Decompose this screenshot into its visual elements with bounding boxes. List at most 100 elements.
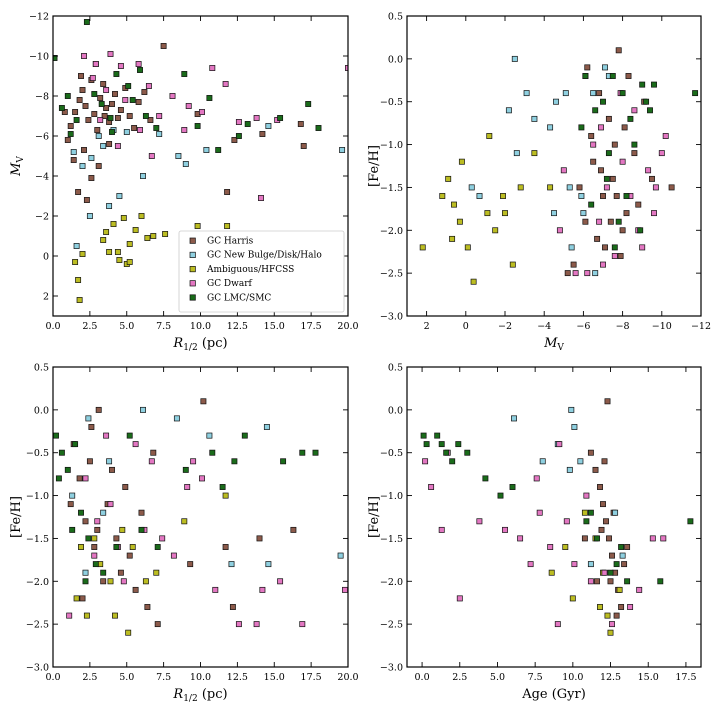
legend-box <box>178 230 345 313</box>
data-point <box>100 143 107 149</box>
data-point <box>88 175 95 181</box>
data-point <box>142 578 149 585</box>
data-point <box>81 53 87 59</box>
y-tick-label: −3.0 <box>380 312 403 323</box>
data-point <box>75 277 82 283</box>
data-point <box>536 509 543 516</box>
data-point <box>611 253 618 259</box>
data-point <box>531 150 538 157</box>
data-point <box>170 552 177 559</box>
data-point <box>103 105 110 111</box>
data-point <box>64 466 71 473</box>
data-point <box>547 184 554 191</box>
data-point <box>181 127 188 133</box>
data-point <box>583 492 590 499</box>
data-point <box>150 449 157 456</box>
data-point <box>439 193 446 199</box>
y-tick-label: 0.0 <box>34 405 49 416</box>
x-tick-label: 2.5 <box>452 672 467 683</box>
data-point <box>277 115 284 121</box>
x-tick-label: 15.0 <box>638 672 659 683</box>
data-point <box>464 449 471 456</box>
legend-marker <box>189 294 196 301</box>
data-point <box>609 621 615 628</box>
data-point <box>668 184 675 191</box>
data-point <box>203 147 210 153</box>
data-point <box>624 544 631 550</box>
x-tick-label: −10 <box>652 321 672 332</box>
data-point <box>423 441 430 448</box>
data-point <box>116 193 123 199</box>
data-point <box>443 449 450 456</box>
data-point <box>597 604 603 610</box>
data-point <box>509 484 516 490</box>
data-point <box>53 55 58 61</box>
data-point <box>601 569 608 576</box>
data-point <box>117 63 124 69</box>
data-point <box>256 535 263 542</box>
data-point <box>222 544 229 550</box>
data-point <box>613 193 620 199</box>
data-point <box>588 133 595 139</box>
data-point <box>138 526 145 533</box>
data-point <box>569 595 576 602</box>
data-point <box>305 101 312 107</box>
data-point <box>597 484 603 490</box>
y-tick-label: 0.5 <box>388 363 403 374</box>
y-tick-label: −8 <box>35 92 49 103</box>
data-point <box>598 124 604 131</box>
data-point <box>652 184 659 191</box>
data-point <box>611 141 618 148</box>
data-point <box>568 406 575 413</box>
legend-label: Ambiguous/HFCSS <box>206 265 294 275</box>
data-point <box>212 586 219 593</box>
data-point <box>162 231 169 237</box>
data-point <box>94 526 101 533</box>
data-point <box>140 406 146 413</box>
panel-bottom-right: 0.0 2.5 5.0 7.5 10.0 12.5 15.0 17.5 −3.0 −2.5 −2.0… <box>367 363 702 702</box>
data-point <box>219 484 226 490</box>
x-tick-label: 10.0 <box>190 672 211 683</box>
data-point <box>476 193 483 199</box>
data-point <box>590 141 597 148</box>
data-point <box>517 535 524 542</box>
data-point <box>265 123 272 129</box>
data-point <box>138 213 145 219</box>
data-point <box>456 218 463 225</box>
data-point <box>175 153 182 159</box>
legend-label: GC New Bulge/Disk/Halo <box>207 251 322 261</box>
y-tick-label: −2.0 <box>26 577 49 588</box>
data-point <box>131 125 138 131</box>
data-point <box>199 475 205 482</box>
data-point <box>100 81 107 87</box>
data-point <box>58 449 65 456</box>
data-point <box>103 432 110 439</box>
data-point <box>607 218 614 225</box>
data-point <box>182 466 189 473</box>
data-point <box>126 259 133 265</box>
data-point <box>616 586 623 593</box>
data-point <box>606 535 612 542</box>
data-point <box>476 518 483 525</box>
data-point <box>596 218 603 225</box>
data-point <box>619 158 626 165</box>
x-tick-label: 5.0 <box>119 321 134 332</box>
data-point <box>497 492 504 499</box>
x-tick-label: 5.0 <box>490 672 505 683</box>
x-axis-label: R1/2 (pc) <box>172 687 227 704</box>
data-point <box>106 458 113 465</box>
data-point <box>564 270 571 277</box>
axes-frame <box>406 366 702 668</box>
data-point <box>109 129 115 135</box>
data-point <box>187 561 194 568</box>
x-tick-label: −6 <box>576 321 590 332</box>
x-tick-label: 5.0 <box>119 672 134 683</box>
data-point <box>73 243 80 249</box>
x-tick-label: 15.0 <box>264 321 285 332</box>
x-tick-label: 10.0 <box>562 672 583 683</box>
data-point <box>110 221 117 227</box>
data-point <box>132 586 139 593</box>
data-point <box>181 518 188 525</box>
data-point <box>428 484 435 490</box>
